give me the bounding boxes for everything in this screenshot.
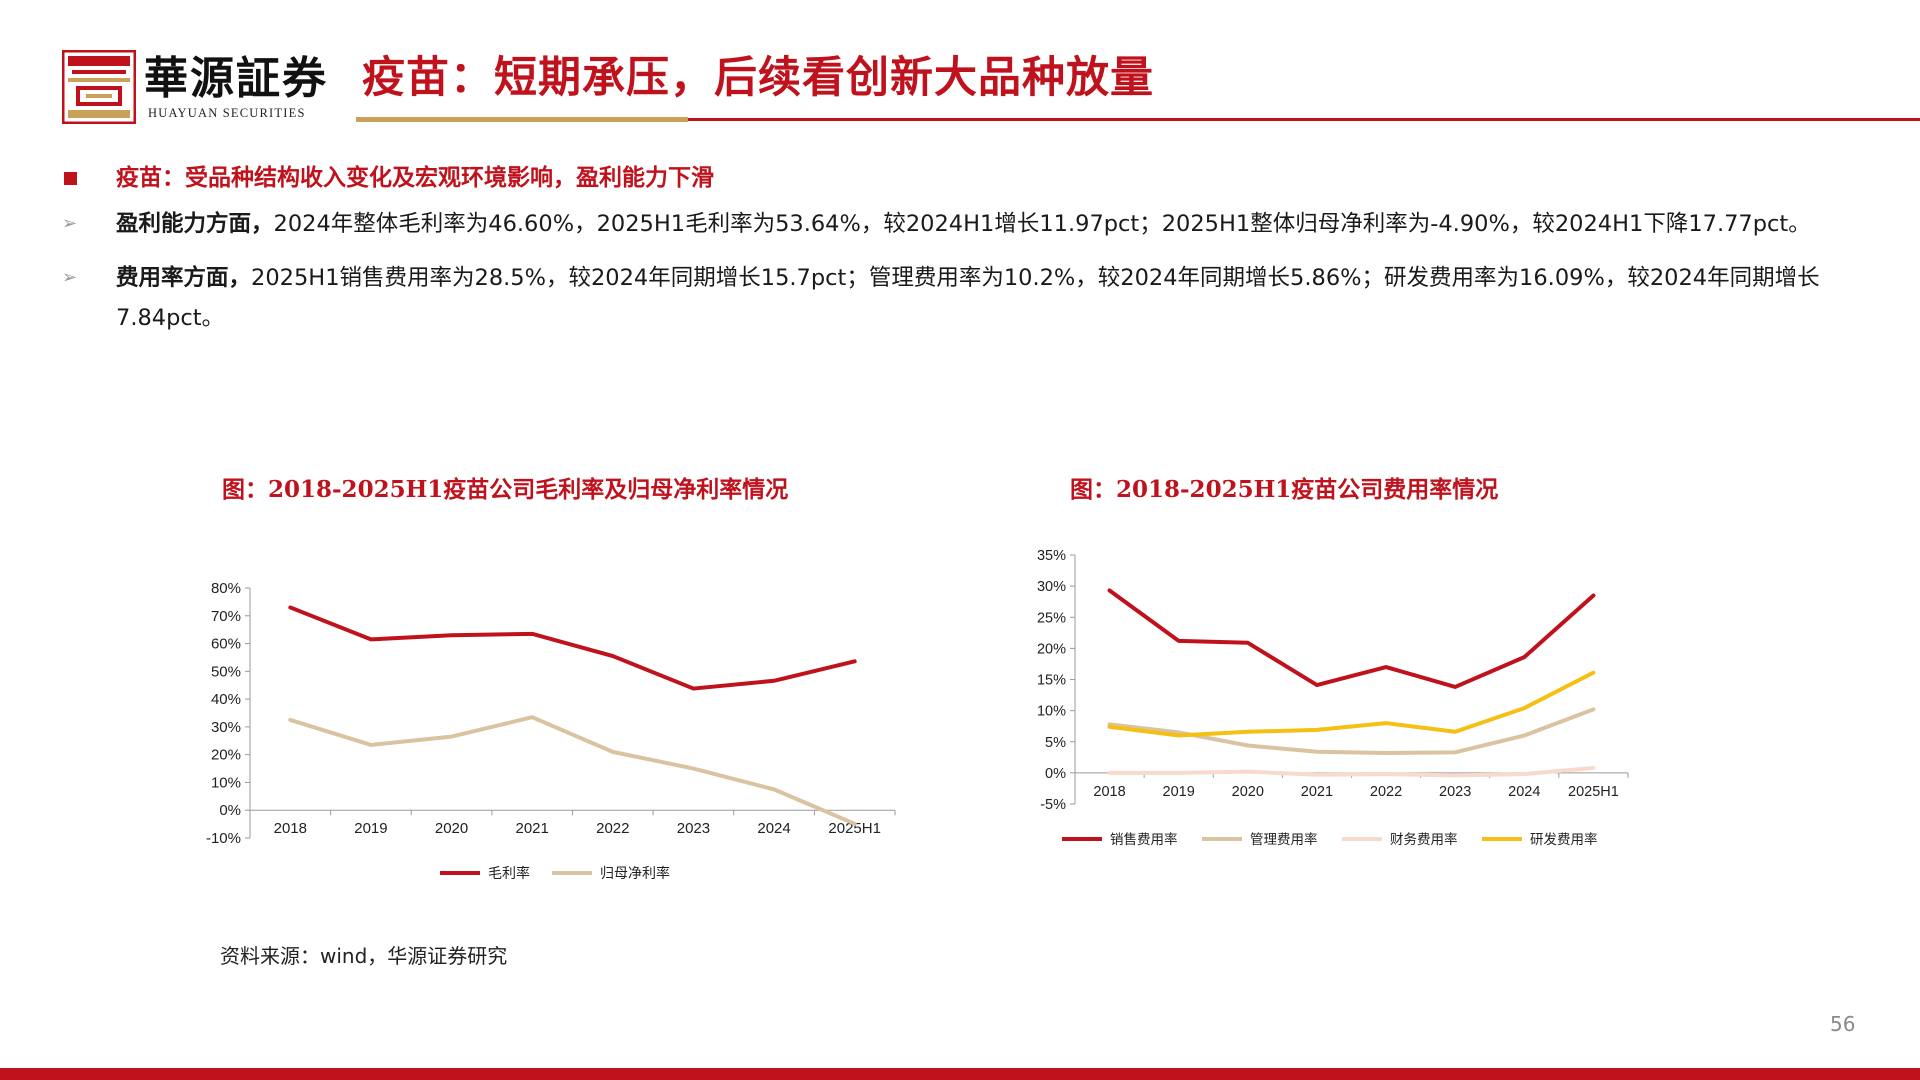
y-tick-label: -5% <box>1040 797 1066 813</box>
y-tick-label: 70% <box>211 608 241 625</box>
y-tick-label: 10% <box>1037 704 1066 720</box>
logo-text: 華源証券 <box>144 53 328 104</box>
y-tick-label: 20% <box>1037 641 1066 657</box>
y-tick-label: 60% <box>211 636 241 653</box>
profit-text: 2024年整体毛利率为46.60%，2025H1毛利率为53.64%，较2024… <box>273 211 1811 237</box>
series-line-2 <box>1107 765 1596 778</box>
y-tick-label: 5% <box>1045 735 1066 751</box>
logo-subtitle: HUAYUAN SECURITIES <box>148 106 306 120</box>
expense-text: 2025H1销售费用率为28.5%，较2024年同期增长15.7pct；管理费用… <box>116 265 1820 331</box>
legend-label: 归母净利率 <box>600 865 670 881</box>
expense-rate-chart: -5% 0% 5% 10% 15% 20% 25% 30% 35% 2018 2019 2020 202… <box>1037 548 1629 847</box>
y-tick-label: 15% <box>1037 673 1066 689</box>
x-tick-label: 2020 <box>435 820 468 837</box>
x-tick-label: 2023 <box>1439 784 1471 800</box>
series-line-3 <box>1107 670 1596 738</box>
page-number: 56 <box>1830 1012 1856 1036</box>
x-tick-label: 2021 <box>516 820 549 837</box>
y-tick-label: -10% <box>206 830 241 847</box>
data-source: 资料来源：wind，华源证券研究 <box>220 944 508 968</box>
header: 華源証券 HUAYUAN SECURITIES 疫苗：短期承压，后续看创新大品种… <box>0 0 1920 125</box>
margin-chart: -10% 0% 10% 20% 30% 40% 50% 60% 70% 80% 2018 2019 20… <box>206 580 896 881</box>
legend-label: 毛利率 <box>488 865 530 881</box>
left-chart-title: 图：2018-2025H1疫苗公司毛利率及归母净利率情况 <box>222 476 789 503</box>
brand-logo: 華源証券 HUAYUAN SECURITIES <box>62 50 340 125</box>
x-tick-label: 2018 <box>274 820 307 837</box>
square-bullet-icon <box>64 172 77 185</box>
series-line-0 <box>1107 588 1596 689</box>
page-title: 疫苗：短期承压，后续看创新大品种放量 <box>362 53 1154 103</box>
x-tick-label: 2024 <box>757 820 790 837</box>
x-tick-label: 2022 <box>1370 784 1402 800</box>
x-tick-label: 2024 <box>1508 784 1540 800</box>
x-tick-label: 2018 <box>1093 784 1125 800</box>
x-tick-label: 2022 <box>596 820 629 837</box>
legend-label: 财务费用率 <box>1390 831 1458 847</box>
expense-bullet: ➢ 费用率方面，2025H1销售费用率为28.5%，较2024年同期增长15.7… <box>62 258 1892 338</box>
expense-label: 费用率方面， <box>116 265 252 291</box>
x-tick-label: 2019 <box>1163 784 1195 800</box>
y-tick-label: 10% <box>211 774 241 791</box>
arrow-bullet-icon: ➢ <box>62 213 78 234</box>
x-tick-label: 2021 <box>1301 784 1333 800</box>
bullet-section: 疫苗：受品种结构收入变化及宏观环境影响，盈利能力下滑 ➢ 盈利能力方面，2024… <box>62 160 1892 338</box>
x-tick-label: 2020 <box>1232 784 1264 800</box>
y-tick-label: 30% <box>1037 579 1066 595</box>
right-chart-title: 图：2018-2025H1疫苗公司费用率情况 <box>1070 476 1499 503</box>
profit-label: 盈利能力方面， <box>116 211 274 237</box>
profit-bullet: ➢ 盈利能力方面，2024年整体毛利率为46.60%，2025H1毛利率为53.… <box>62 204 1892 244</box>
huayuan-logo-icon <box>62 50 136 124</box>
x-tick-label: 2025H1 <box>828 820 881 837</box>
series-line-1 <box>1107 707 1596 755</box>
main-bullet: 疫苗：受品种结构收入变化及宏观环境影响，盈利能力下滑 <box>62 160 1892 196</box>
y-tick-label: 50% <box>211 663 241 680</box>
x-tick-label: 2025H1 <box>1568 784 1619 800</box>
y-tick-label: 35% <box>1037 548 1066 564</box>
y-tick-label: 25% <box>1037 610 1066 626</box>
y-tick-label: 20% <box>211 747 241 764</box>
main-bullet-text: 疫苗：受品种结构收入变化及宏观环境影响，盈利能力下滑 <box>116 165 714 191</box>
y-tick-label: 80% <box>211 580 241 597</box>
title-underline-gold <box>356 117 688 122</box>
x-tick-label: 2019 <box>354 820 387 837</box>
y-tick-label: 40% <box>211 691 241 708</box>
legend-label: 研发费用率 <box>1530 831 1598 847</box>
legend-label: 管理费用率 <box>1250 831 1318 847</box>
arrow-bullet-icon: ➢ <box>62 267 78 288</box>
title-underline-red <box>688 118 1920 121</box>
y-tick-label: 30% <box>211 719 241 736</box>
x-tick-label: 2023 <box>677 820 710 837</box>
legend-label: 销售费用率 <box>1110 831 1178 847</box>
y-tick-label: 0% <box>1045 766 1066 782</box>
series-line-0 <box>288 605 857 691</box>
series-line-1 <box>288 715 857 826</box>
y-tick-label: 0% <box>219 802 241 819</box>
footer-bar <box>0 1068 1920 1080</box>
